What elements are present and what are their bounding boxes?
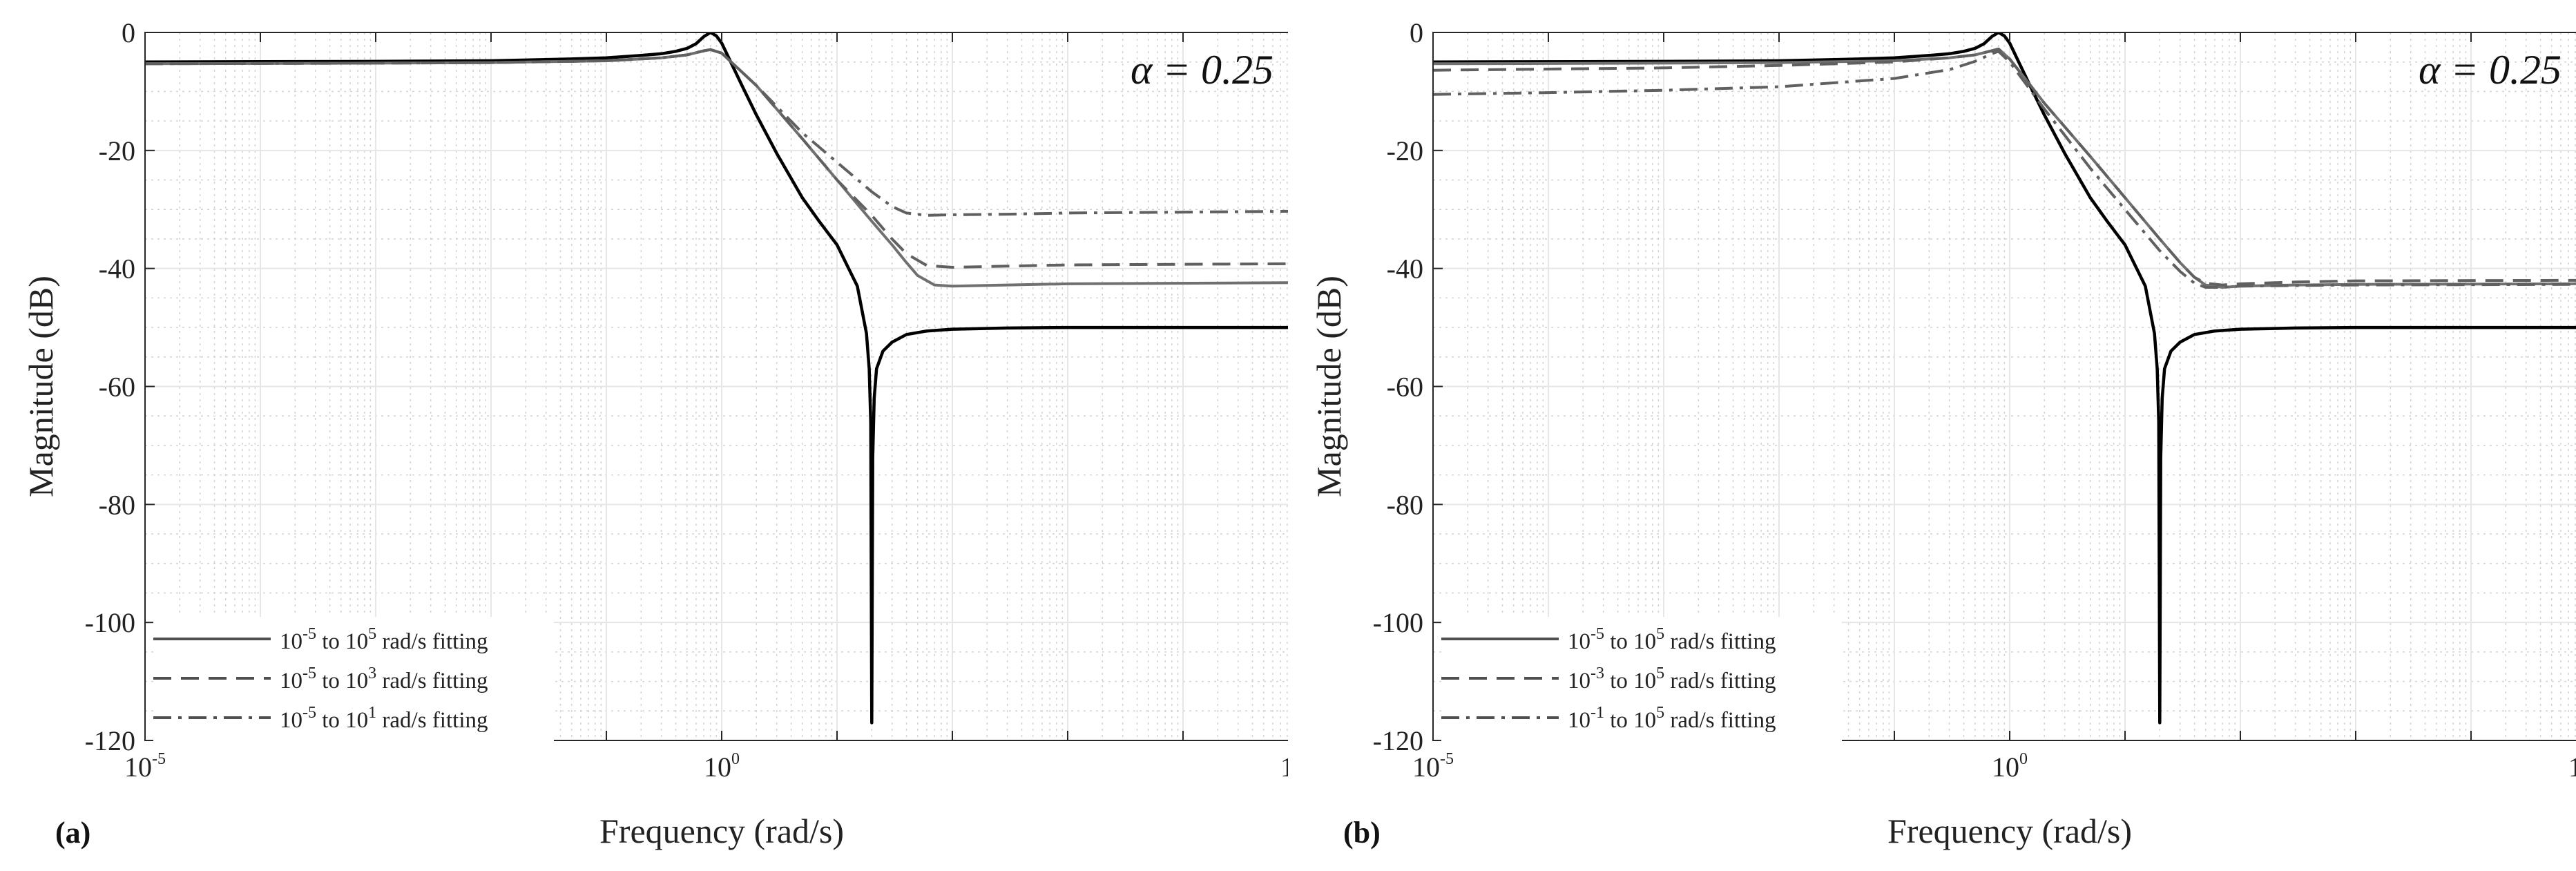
legend-label: 10-3 to 105 rad/s fitting xyxy=(1568,664,1776,693)
y-tick-label: -120 xyxy=(1373,725,1423,756)
y-tick-label: -40 xyxy=(1387,253,1423,285)
y-tick-label: -100 xyxy=(85,607,135,638)
alpha-annotation: α = 0.25 xyxy=(1131,47,1273,93)
y-tick-label: -80 xyxy=(99,489,135,520)
y-axis-label: Magnitude (dB) xyxy=(21,276,60,497)
x-tick-label: 100 xyxy=(1992,750,2028,783)
y-tick-label: -20 xyxy=(99,135,135,166)
panel-label: (a) xyxy=(55,816,90,850)
legend-label: 10-5 to 105 rad/s fitting xyxy=(1568,625,1776,654)
y-tick-label: -100 xyxy=(1373,607,1423,638)
y-tick-label: 0 xyxy=(1410,17,1423,48)
y-tick-label: -20 xyxy=(1387,135,1423,166)
series-line-3 xyxy=(145,48,1288,217)
panel-label: (b) xyxy=(1343,816,1381,850)
series-group-a xyxy=(145,32,1288,725)
y-tick-label: -60 xyxy=(99,372,135,403)
y-tick-label: -40 xyxy=(99,253,135,285)
series-group-b xyxy=(1433,32,2576,725)
x-tick-label: 105 xyxy=(1280,750,1288,783)
x-axis-label: Frequency (rad/s) xyxy=(1887,812,2132,850)
series-line-reference xyxy=(1433,32,2576,725)
x-axis-label: Frequency (rad/s) xyxy=(599,812,844,850)
legend-b: 10-5 to 105 rad/s fitting 10-3 to 105 rad… xyxy=(1441,617,1842,749)
series-line-reference xyxy=(145,32,1288,725)
legend-label: 10-5 to 101 rad/s fitting xyxy=(280,704,488,733)
series-line-2 xyxy=(1433,47,2576,287)
legend-label: 10-5 to 105 rad/s fitting xyxy=(280,625,488,654)
y-tick-label: -120 xyxy=(85,725,135,756)
y-tick-label: 0 xyxy=(122,17,135,48)
y-axis-label: Magnitude (dB) xyxy=(1309,276,1348,497)
x-tick-label: 100 xyxy=(704,750,740,783)
x-tick-label: 10-5 xyxy=(1412,750,1454,783)
x-tick-label: 105 xyxy=(2568,750,2576,783)
y-tick-label: -60 xyxy=(1387,372,1423,403)
alpha-annotation: α = 0.25 xyxy=(2419,47,2561,93)
y-tick-label: -80 xyxy=(1387,489,1423,520)
series-line-3 xyxy=(1433,50,2576,289)
legend-label: 10-1 to 105 rad/s fitting xyxy=(1568,704,1776,733)
legend-label: 10-5 to 103 rad/s fitting xyxy=(280,664,488,693)
legend-a: 10-5 to 105 rad/s fitting 10-5 to 103 rad… xyxy=(153,617,554,749)
x-tick-label: 10-5 xyxy=(124,750,166,783)
